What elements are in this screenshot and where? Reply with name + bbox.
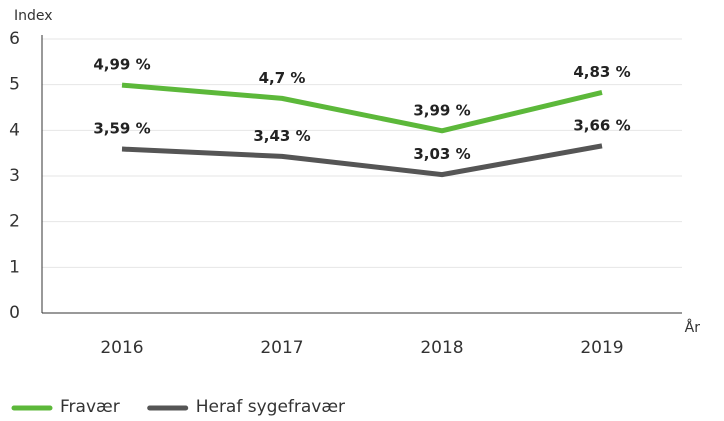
line	[121, 82, 603, 134]
x-tick-label: 2019	[580, 338, 623, 358]
legend-label: Heraf sygefravær	[196, 397, 345, 417]
data-label: 4,99 %	[93, 56, 150, 74]
data-label: 3,99 %	[413, 101, 470, 119]
x-tick-label: 2017	[260, 338, 303, 358]
x-tick-label: 2018	[420, 338, 463, 358]
legend-label: Fravær	[60, 397, 120, 417]
y-tick-label: 4	[9, 120, 20, 140]
x-tick-label: 2016	[100, 338, 143, 358]
y-tick-label: 6	[9, 29, 20, 49]
y-tick-label: 5	[9, 75, 20, 95]
y-tick-label: 1	[9, 257, 20, 277]
data-label: 3,59 %	[93, 120, 150, 138]
data-label: 4,7 %	[259, 69, 306, 87]
y-tick-label: 2	[9, 212, 20, 232]
data-label: 3,66 %	[573, 116, 630, 134]
line	[121, 143, 603, 178]
x-axis-label: År	[685, 319, 701, 336]
y-tick-label: 0	[9, 303, 20, 323]
data-label: 3,43 %	[253, 127, 310, 145]
y-tick-label: 3	[9, 166, 20, 186]
data-label: 3,03 %	[413, 145, 470, 163]
data-label: 4,83 %	[573, 63, 630, 81]
y-axis-label: Index	[14, 8, 53, 24]
